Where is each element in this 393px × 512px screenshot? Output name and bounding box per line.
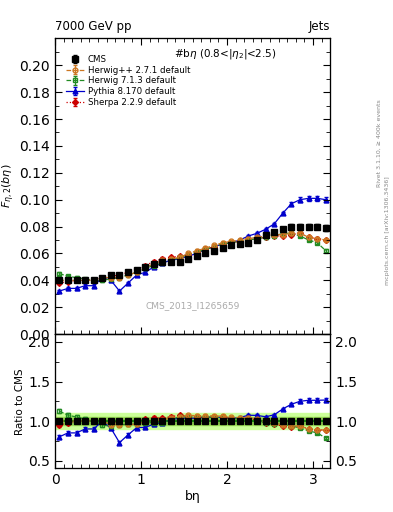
Bar (55, 413, 330, 429)
Text: 7000 GeV pp: 7000 GeV pp (55, 20, 132, 33)
Text: Rivet 3.1.10, ≥ 400k events: Rivet 3.1.10, ≥ 400k events (377, 99, 382, 187)
Text: mcplots.cern.ch [arXiv:1306.3436]: mcplots.cern.ch [arXiv:1306.3436] (385, 176, 389, 285)
Text: Jets: Jets (309, 20, 330, 33)
X-axis label: bη: bη (185, 490, 200, 503)
Y-axis label: $F_{\eta,2}(b\eta)$: $F_{\eta,2}(b\eta)$ (0, 164, 17, 208)
Legend: CMS, Herwig++ 2.7.1 default, Herwig 7.1.3 default, Pythia 8.170 default, Sherpa : CMS, Herwig++ 2.7.1 default, Herwig 7.1.… (62, 52, 194, 111)
Y-axis label: Ratio to CMS: Ratio to CMS (15, 368, 26, 435)
Bar (55, 417, 330, 425)
Text: #b$\eta$ (0.8<|$\eta_2$|<2.5): #b$\eta$ (0.8<|$\eta_2$|<2.5) (174, 47, 277, 61)
Text: CMS_2013_I1265659: CMS_2013_I1265659 (145, 302, 240, 310)
